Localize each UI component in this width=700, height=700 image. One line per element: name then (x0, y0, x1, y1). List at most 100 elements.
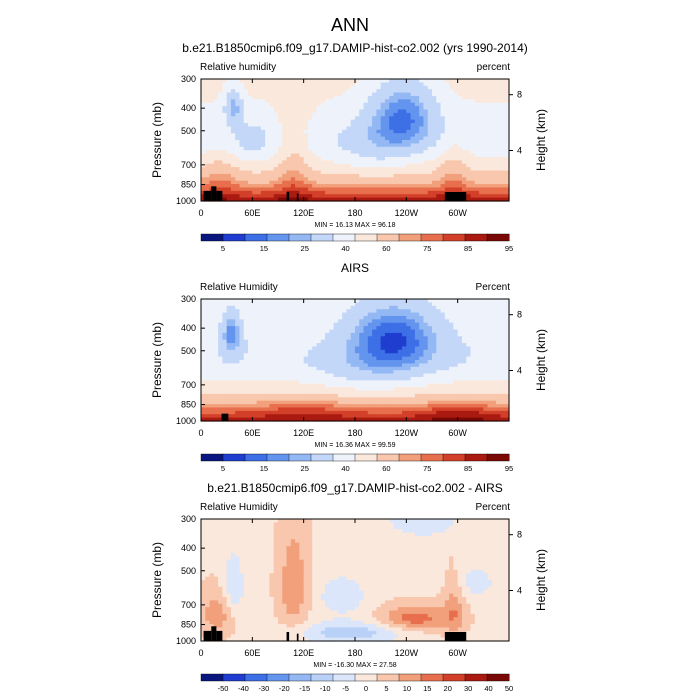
field-cell (235, 160, 241, 165)
field-cell (316, 160, 322, 165)
field-cell (479, 79, 484, 83)
field-cell (273, 360, 279, 364)
field-cell (239, 102, 245, 107)
field-cell (333, 126, 339, 131)
field-cell (359, 82, 365, 87)
field-cell (252, 376, 258, 381)
field-cell (432, 383, 437, 388)
field-cell (282, 312, 288, 317)
field-cell (342, 376, 348, 381)
field-cell (213, 143, 219, 148)
field-cell (380, 329, 386, 334)
field-cell (303, 332, 309, 337)
field-cell (243, 119, 249, 124)
field-cell (427, 322, 433, 327)
field-cell (278, 129, 283, 134)
field-cell (235, 92, 241, 97)
field-cell (436, 177, 442, 182)
field-cell (329, 373, 335, 378)
field-cell (205, 82, 211, 87)
field-cell (342, 173, 348, 178)
field-cell (278, 89, 283, 94)
field-cell (423, 95, 429, 100)
field-cell (500, 109, 506, 114)
field-cell (372, 143, 377, 148)
field-cell (260, 302, 266, 307)
field-cell (256, 150, 262, 155)
field-cell (380, 153, 386, 158)
field-cell (350, 387, 356, 392)
field-cell (461, 400, 467, 405)
field-cell (406, 143, 412, 148)
field-cell (427, 123, 433, 128)
field-cell (496, 177, 502, 182)
field-cell (278, 319, 283, 324)
field-cell (307, 363, 313, 368)
field-cell (218, 136, 223, 141)
field-cell (389, 387, 395, 392)
field-cell (295, 322, 300, 327)
field-cell (342, 112, 348, 117)
field-cell (500, 190, 506, 195)
field-cell (239, 143, 245, 148)
field-cell (222, 353, 228, 358)
field-cell (402, 349, 407, 354)
field-cell (389, 360, 395, 364)
field-cell (419, 146, 425, 151)
field-cell (282, 173, 288, 178)
field-cell (359, 136, 365, 141)
field-cell (295, 349, 300, 354)
field-cell (303, 133, 309, 138)
field-cell (209, 353, 215, 358)
field-cell (410, 173, 416, 178)
field-cell (457, 393, 463, 398)
field-cell (393, 343, 399, 348)
field-cell (256, 99, 262, 104)
field-cell (337, 380, 343, 385)
field-cell (372, 85, 377, 90)
field-cell (436, 309, 442, 314)
field-cell (423, 383, 429, 388)
field-cell (355, 140, 360, 144)
field-cell (372, 99, 377, 104)
field-cell (256, 417, 262, 422)
field-cell (205, 143, 211, 148)
field-cell (252, 370, 258, 375)
field-cell (479, 190, 484, 195)
field-cell (479, 116, 484, 121)
field-cell (333, 332, 339, 337)
field-cell (290, 315, 296, 320)
colorbar-label: 95 (505, 244, 513, 253)
field-cell (205, 404, 211, 409)
field-cell (230, 99, 236, 104)
field-cell (235, 123, 241, 128)
field-cell (201, 299, 206, 303)
field-cell (316, 360, 322, 364)
field-cell (427, 360, 433, 364)
field-cell (299, 349, 305, 354)
field-cell (201, 315, 206, 320)
field-cell (427, 407, 433, 412)
field-cell (265, 133, 271, 138)
field-cell (282, 410, 288, 415)
field-cell (303, 380, 309, 385)
field-cell (440, 163, 446, 168)
field-cell (269, 190, 275, 195)
field-cell (337, 326, 343, 331)
field-cell (350, 346, 356, 351)
field-cell (269, 146, 275, 151)
field-cell (205, 400, 211, 405)
field-cell (500, 187, 506, 192)
field-cell (290, 170, 296, 175)
field-cell (346, 383, 352, 388)
field-cell (260, 126, 266, 131)
field-cell (337, 133, 343, 138)
field-cell (372, 112, 377, 117)
field-cell (470, 82, 476, 87)
field-cell (278, 366, 283, 371)
field-cell (329, 92, 335, 97)
field-cell (337, 305, 343, 310)
field-cell (226, 363, 232, 368)
field-cell (397, 339, 403, 344)
field-cell (320, 353, 326, 358)
